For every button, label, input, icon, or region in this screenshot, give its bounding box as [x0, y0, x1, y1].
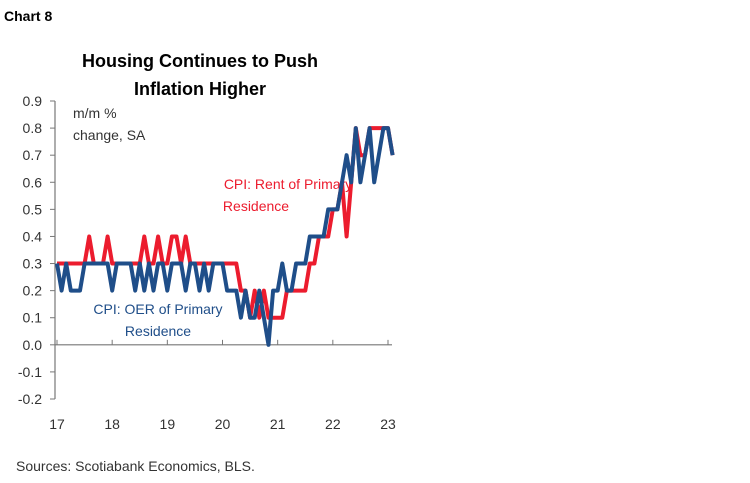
- x-tick-label: 23: [380, 416, 396, 432]
- series-label-oer-line2: Residence: [125, 323, 191, 339]
- y-tick-label: 0.0: [23, 337, 43, 353]
- y-tick-label: 0.7: [23, 147, 43, 163]
- source-note: Sources: Scotiabank Economics, BLS.: [16, 458, 255, 474]
- y-tick-label: 0.4: [23, 228, 43, 244]
- series-line-rent: [57, 126, 395, 320]
- y-tick-label: 0.1: [23, 310, 43, 326]
- y-tick-label: -0.2: [18, 391, 42, 407]
- y-tick-label: 0.9: [23, 93, 43, 109]
- y-tick-label: 0.3: [23, 256, 43, 272]
- series-label-oer-line1: CPI: OER of Primary: [93, 301, 222, 317]
- series-line-oer: [55, 126, 395, 347]
- series-label-rent-line1: CPI: Rent of Primary: [224, 176, 352, 192]
- y-tick-label: 0.2: [23, 283, 43, 299]
- x-tick-label: 20: [215, 416, 231, 432]
- chart-title-line1: Housing Continues to Push: [82, 51, 318, 71]
- y-tick-label: 0.8: [23, 120, 43, 136]
- y-axis-label-line1: m/m %: [73, 105, 117, 121]
- x-tick-label: 18: [104, 416, 120, 432]
- y-tick-label: -0.1: [18, 364, 42, 380]
- x-tick-label: 22: [325, 416, 341, 432]
- y-tick-label: 0.6: [23, 174, 43, 190]
- chart-title-line2: Inflation Higher: [134, 79, 266, 99]
- y-axis-label-line2: change, SA: [73, 127, 146, 143]
- y-tick-label: 0.5: [23, 201, 43, 217]
- x-tick-label: 21: [270, 416, 286, 432]
- series-label-rent-line2: Residence: [223, 198, 289, 214]
- chart-label: Chart 8: [4, 8, 52, 24]
- x-tick-label: 19: [160, 416, 176, 432]
- x-tick-label: 17: [49, 416, 65, 432]
